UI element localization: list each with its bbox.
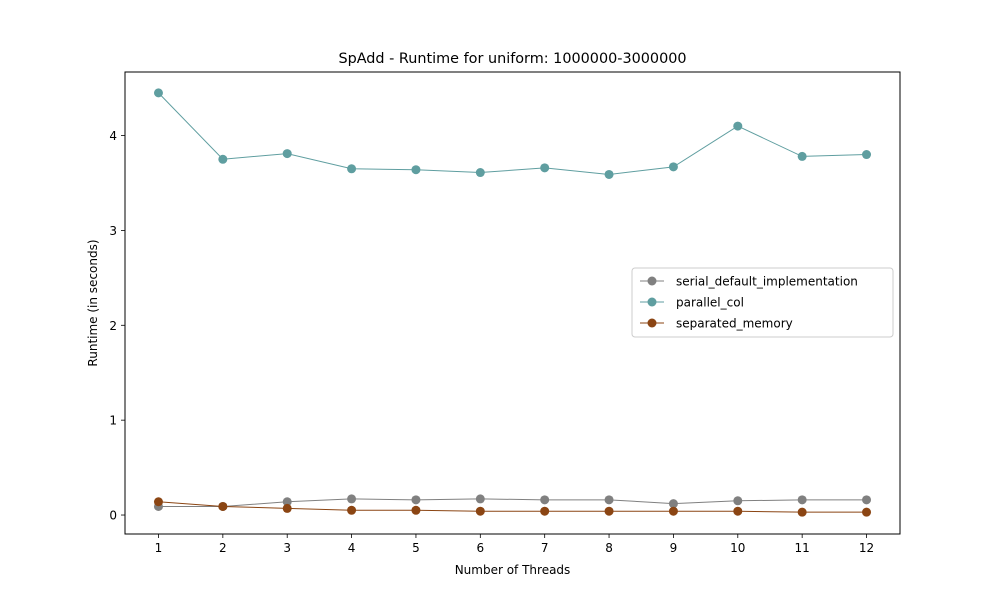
x-tick-label: 10 [730,541,745,555]
y-tick-label: 2 [109,319,117,333]
data-point-serial_default_implementation [540,495,550,505]
data-point-serial_default_implementation [282,497,292,507]
legend: serial_default_implementation parallel_co… [631,267,894,338]
legend-marker [647,318,657,328]
data-point-separated_memory [153,497,163,507]
x-axis-label: Number of Threads [455,563,571,577]
y-tick-label: 3 [109,224,117,238]
legend-label: parallel_col [676,296,744,310]
plot-area [124,71,901,535]
x-tick-label: 12 [859,541,874,555]
data-point-separated_memory [347,505,357,515]
data-point-parallel_col [604,169,614,179]
x-tick-label: 8 [605,541,613,555]
x-tick-label: 2 [219,541,227,555]
data-point-parallel_col [347,164,357,174]
data-point-separated_memory [604,506,614,516]
x-tick-label: 1 [155,541,163,555]
series-line-serial_default_implementation [158,498,867,507]
data-point-parallel_col [668,162,678,172]
series-line-parallel_col [158,92,867,175]
data-point-separated_memory [411,505,421,515]
data-point-parallel_col [862,150,872,160]
data-point-parallel_col [475,168,485,178]
legend-label: serial_default_implementation [676,275,858,289]
series-line-separated_memory [158,501,867,513]
legend-marker [647,297,657,307]
x-tick-label: 3 [283,541,291,555]
data-point-serial_default_implementation [797,495,807,505]
data-point-parallel_col [282,149,292,159]
data-point-serial_default_implementation [668,499,678,509]
legend-marker [647,276,657,286]
x-tick-label: 9 [670,541,678,555]
y-tick-label: 0 [109,509,117,523]
legend-label: separated_memory [676,317,793,331]
series-layer [153,88,872,517]
data-point-parallel_col [218,154,228,164]
data-point-parallel_col [733,121,743,131]
data-point-separated_memory [862,507,872,517]
data-point-separated_memory [282,503,292,513]
y-axis: 0 1 2 3 4 [109,129,125,523]
data-point-separated_memory [540,506,550,516]
y-axis-label: Runtime (in seconds) [86,239,100,366]
x-tick-label: 11 [795,541,810,555]
data-point-separated_memory [668,506,678,516]
data-point-separated_memory [797,507,807,517]
x-tick-label: 5 [412,541,420,555]
x-tick-label: 6 [476,541,484,555]
data-point-parallel_col [540,163,550,173]
data-point-serial_default_implementation [475,494,485,504]
data-point-serial_default_implementation [411,495,421,505]
data-point-parallel_col [153,88,163,98]
data-point-parallel_col [797,151,807,161]
data-point-separated_memory [475,506,485,516]
y-tick-label: 4 [109,129,117,143]
x-tick-label: 4 [348,541,356,555]
data-point-serial_default_implementation [604,495,614,505]
data-point-serial_default_implementation [862,495,872,505]
data-point-serial_default_implementation [733,496,743,506]
data-point-separated_memory [218,501,228,511]
data-point-separated_memory [733,506,743,516]
data-point-parallel_col [411,165,421,175]
chart-title: SpAdd - Runtime for uniform: 1000000-300… [338,51,686,67]
data-point-serial_default_implementation [347,494,357,504]
y-tick-label: 1 [109,414,117,428]
x-tick-label: 7 [541,541,549,555]
legend-frame [631,267,894,338]
x-axis: 1 2 3 4 5 6 7 8 9 10 11 12 [155,534,874,555]
